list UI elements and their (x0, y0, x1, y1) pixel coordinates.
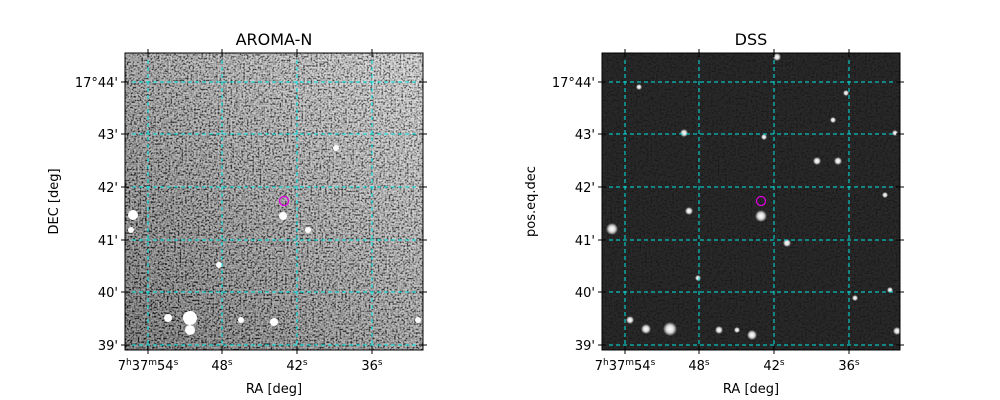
panel-title: AROMA-N (236, 30, 313, 49)
x-tick-label: 7h37m54s (595, 358, 656, 374)
x-tick-label: 48s (688, 358, 710, 374)
aroma-image (125, 53, 423, 350)
x-tick-label: 36s (838, 358, 860, 374)
target-marker (755, 195, 767, 207)
y-tick-label: 39' (575, 339, 595, 354)
dss-image (602, 53, 900, 350)
y-tick-label: 43' (575, 128, 595, 143)
y-axis-label: pos.eq.dec (524, 166, 539, 237)
x-tick-label: 48s (211, 358, 233, 374)
y-tick-label: 17°44' (75, 76, 118, 91)
y-tick-label: 42' (98, 181, 118, 196)
x-tick-label: 42s (286, 358, 308, 374)
y-tick-label: 43' (98, 128, 118, 143)
y-tick-label: 40' (98, 286, 118, 301)
y-axis-label: DEC [deg] (47, 168, 62, 234)
image-frame (601, 52, 901, 351)
y-tick-label: 40' (575, 286, 595, 301)
y-tick-label: 41' (98, 234, 118, 249)
y-tick-label: 39' (98, 339, 118, 354)
x-tick-label: 7h37m54s (118, 358, 179, 374)
x-tick-label: 42s (763, 358, 785, 374)
y-tick-label: 17°44' (552, 76, 595, 91)
x-axis-label: RA [deg] (246, 382, 302, 397)
target-marker (278, 195, 290, 207)
image-frame (124, 52, 424, 351)
panel-title: DSS (735, 30, 768, 49)
y-tick-label: 41' (575, 234, 595, 249)
y-tick-label: 42' (575, 181, 595, 196)
x-tick-label: 36s (361, 358, 383, 374)
x-axis-label: RA [deg] (723, 382, 779, 397)
